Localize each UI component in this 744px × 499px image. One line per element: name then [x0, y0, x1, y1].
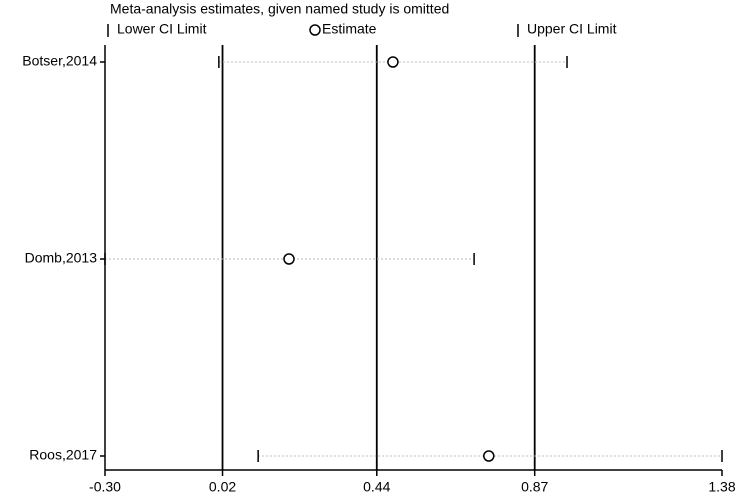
x-tick-label: 0.44 — [363, 479, 390, 495]
legend-title: Meta-analysis estimates, given named stu… — [110, 1, 449, 17]
y-tick-label: Domb,2013 — [25, 250, 98, 266]
estimate — [283, 253, 295, 265]
estimate — [483, 450, 495, 462]
legend-label: Lower CI Limit — [117, 21, 207, 37]
x-tick-label: 1.38 — [708, 479, 735, 495]
legend-label: Upper CI Limit — [527, 21, 617, 37]
legend-label: Estimate — [322, 21, 377, 37]
estimate — [387, 56, 399, 68]
y-tick-label: Botser,2014 — [22, 53, 97, 69]
x-tick-label: -0.30 — [89, 479, 121, 495]
x-tick-label: 0.02 — [209, 479, 236, 495]
x-tick-label: 0.87 — [521, 479, 548, 495]
y-tick-label: Roos,2017 — [29, 447, 97, 463]
legend-symbol — [309, 24, 321, 36]
